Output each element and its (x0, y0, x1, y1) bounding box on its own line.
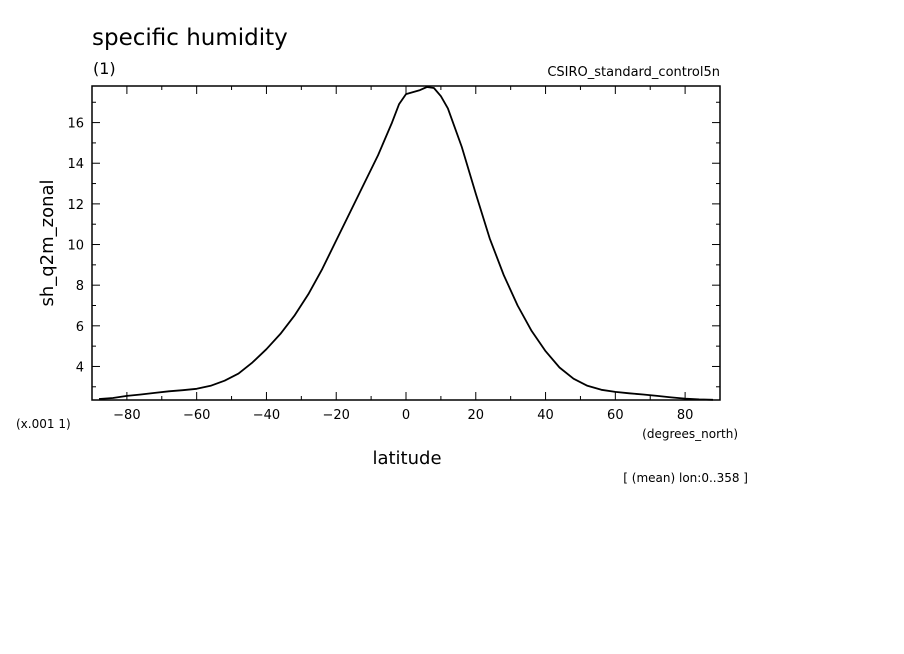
chart-title: specific humidity (92, 25, 288, 51)
x-tick-label: −40 (253, 408, 280, 423)
x-tick-label: 80 (677, 408, 694, 423)
x-units-label: (degrees_north) (642, 427, 738, 441)
y-tick-label: 8 (76, 279, 84, 294)
y-tick-label: 12 (67, 198, 84, 213)
data-series-line (98, 86, 714, 401)
y-tick-label: 14 (67, 157, 84, 172)
tick-labels: −80 −60 −40 −20 0 20 40 60 80 4 6 8 10 12 14 16 (67, 117, 693, 423)
x-tick-label: 20 (468, 408, 485, 423)
dataset-label: CSIRO_standard_control5n (547, 65, 720, 80)
x-tick-label: −20 (323, 408, 350, 423)
y-scale-note: (x.001 1) (16, 417, 71, 431)
y-tick-label: 6 (76, 320, 84, 335)
x-tick-label: 60 (607, 408, 624, 423)
footnote: [ (mean) lon:0..358 ] (623, 471, 748, 485)
x-axis-label: latitude (372, 448, 441, 469)
x-tick-label: 40 (537, 408, 554, 423)
y-tick-label: 10 (67, 239, 84, 254)
x-tick-label: 0 (402, 408, 410, 423)
x-tick-label: −60 (183, 408, 210, 423)
y-tick-label: 4 (76, 360, 84, 375)
units-label: (1) (93, 59, 116, 78)
y-tick-label: 16 (67, 117, 84, 132)
x-tick-label: −80 (113, 408, 140, 423)
y-axis-label: sh_q2m_zonal (37, 179, 58, 306)
tick-marks (91, 86, 721, 400)
plot-frame (91, 85, 721, 401)
